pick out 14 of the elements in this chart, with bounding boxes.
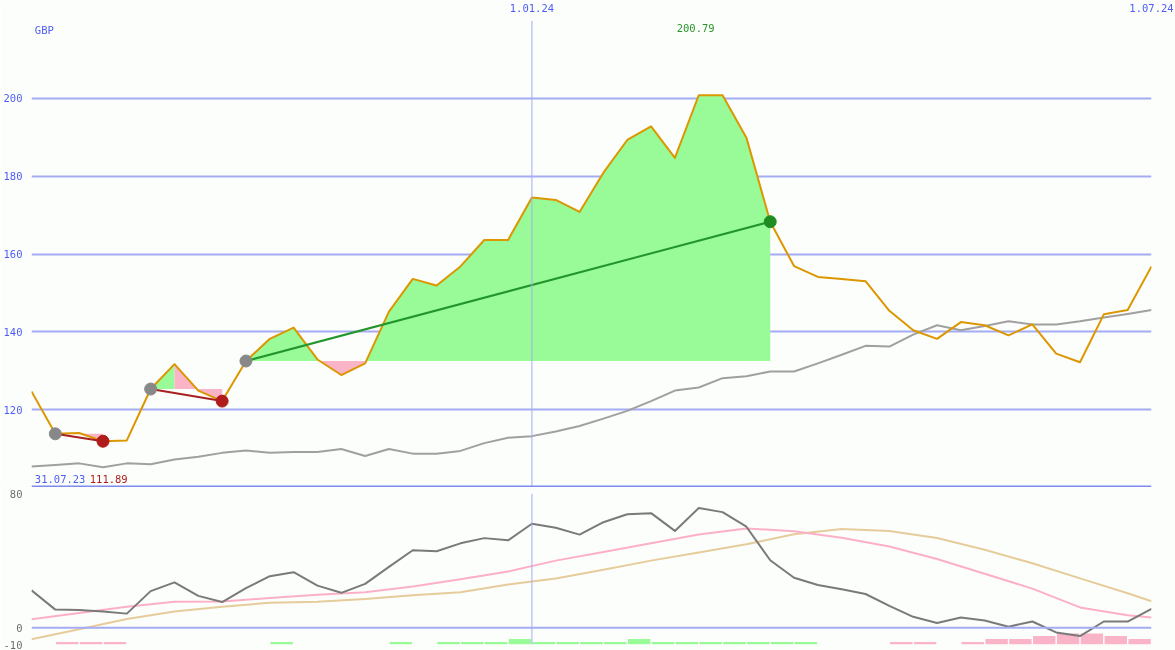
annotation: 200.79 [676,22,715,35]
y-tick-label: 200 [3,92,23,105]
y-tick-label: 160 [3,248,23,260]
y-axis-title: GBP [34,24,54,37]
annotation: 111.89 [89,472,128,485]
y-tick-label: 180 [3,170,23,183]
x-tick-label: 1.01.24 [509,1,555,14]
annotation: 31.07.23 [34,472,86,485]
y-tick-label: 140 [3,325,23,338]
y-tick-label: 80 [9,487,23,500]
y-tick-label: -10 [3,638,23,650]
y-tick-label: 0 [16,621,23,634]
y-tick-label: 120 [3,403,23,416]
x-tick-label: 1.07.24 [1129,1,1174,14]
